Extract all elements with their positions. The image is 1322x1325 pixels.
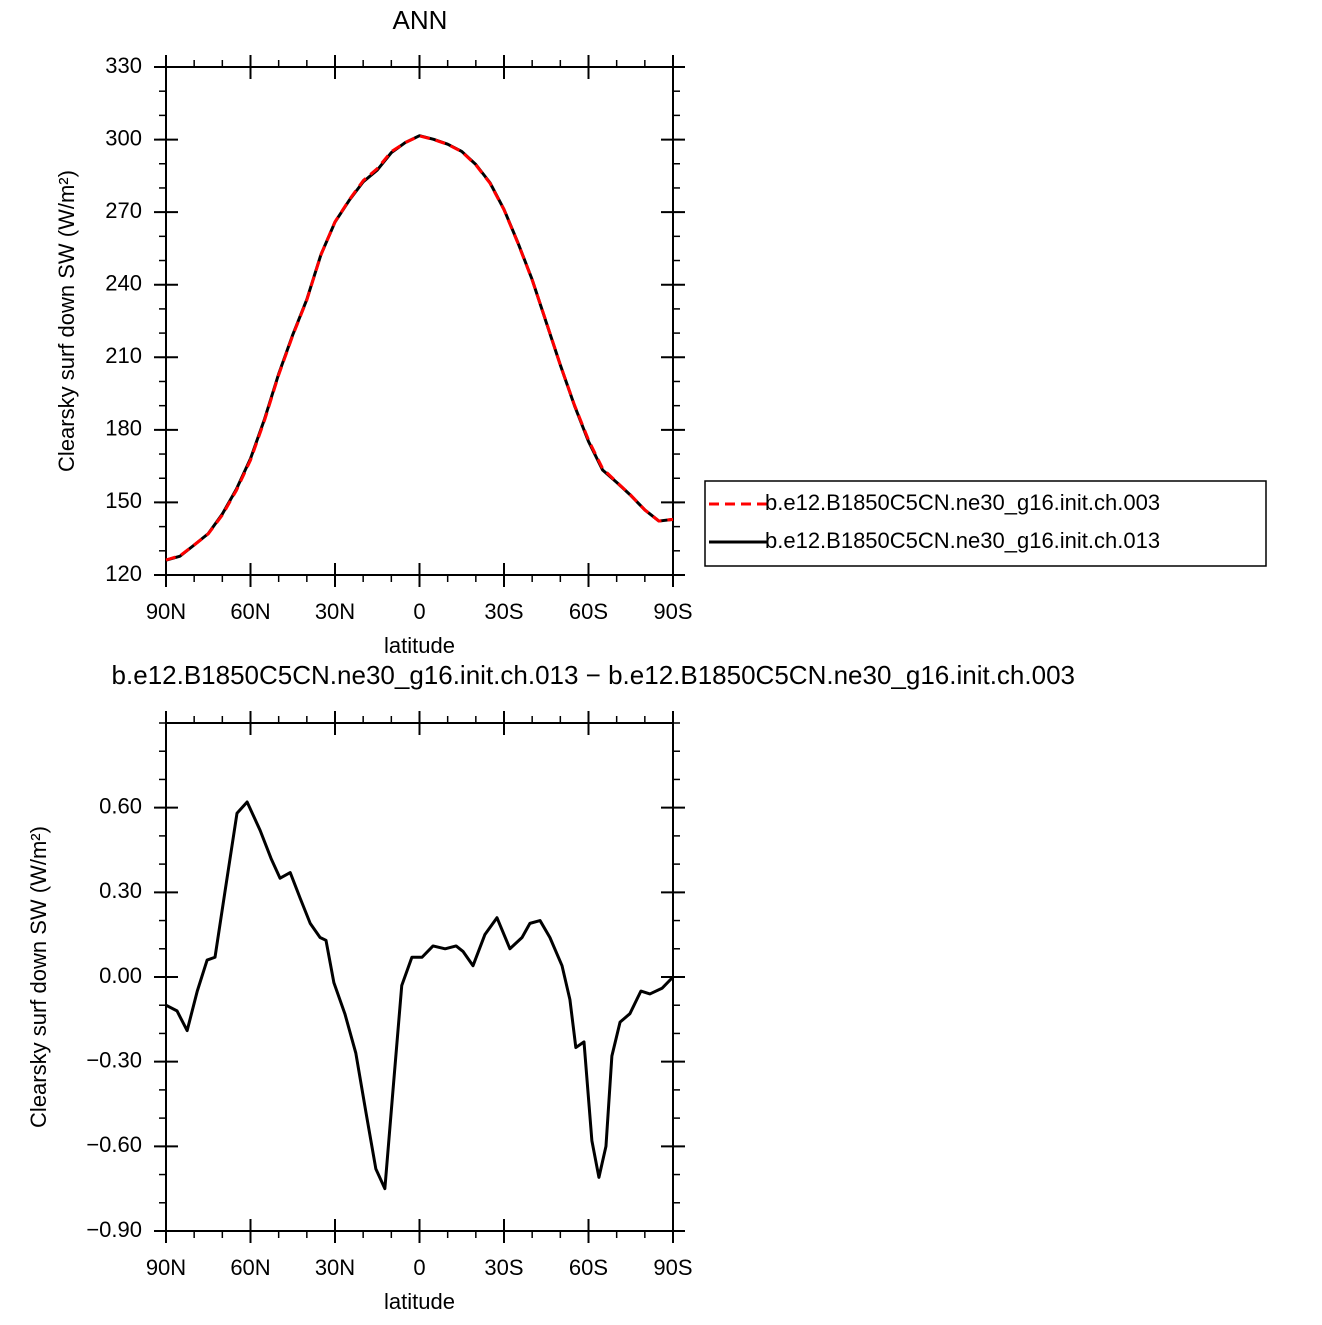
x-tick-label: 90N <box>146 599 186 624</box>
y-tick-label: 150 <box>105 488 142 513</box>
y-axis-label: Clearsky surf down SW (W/m²) <box>54 170 79 472</box>
y-tick-label: −0.90 <box>86 1217 142 1242</box>
x-axis-label: latitude <box>384 1289 455 1314</box>
x-tick-label: 60N <box>230 1255 270 1280</box>
x-tick-label: 30S <box>484 1255 523 1280</box>
plot-frame <box>165 66 674 576</box>
x-tick-label: 60N <box>230 599 270 624</box>
x-tick-label: 90S <box>653 1255 692 1280</box>
chart-title: b.e12.B1850C5CN.ne30_g16.init.ch.013 − b… <box>112 660 1075 690</box>
y-tick-label: 330 <box>105 53 142 78</box>
x-tick-label: 0 <box>413 1255 425 1280</box>
y-tick-label: 0.60 <box>99 793 142 818</box>
y-tick-label: 180 <box>105 416 142 441</box>
chart-title: ANN <box>393 5 448 35</box>
x-tick-label: 60S <box>569 1255 608 1280</box>
y-tick-label: 270 <box>105 198 142 223</box>
y-tick-label: 300 <box>105 125 142 150</box>
y-axis-label: Clearsky surf down SW (W/m²) <box>26 826 51 1128</box>
legend-label: b.e12.B1850C5CN.ne30_g16.init.ch.013 <box>765 528 1160 553</box>
x-tick-label: 90S <box>653 599 692 624</box>
data-line <box>165 800 675 1191</box>
y-tick-label: 210 <box>105 343 142 368</box>
x-tick-label: 90N <box>146 1255 186 1280</box>
data-line <box>165 134 674 562</box>
x-axis-label: latitude <box>384 633 455 658</box>
x-tick-label: 30N <box>315 599 355 624</box>
plot-frame <box>165 722 674 1232</box>
legend-label: b.e12.B1850C5CN.ne30_g16.init.ch.003 <box>765 490 1160 515</box>
y-tick-label: 240 <box>105 271 142 296</box>
x-tick-label: 60S <box>569 599 608 624</box>
x-tick-label: 30S <box>484 599 523 624</box>
y-tick-label: 0.30 <box>99 878 142 903</box>
y-tick-label: 120 <box>105 561 142 586</box>
legend: b.e12.B1850C5CN.ne30_g16.init.ch.003 b.e1… <box>704 480 1267 567</box>
y-tick-label: 0.00 <box>99 963 142 988</box>
x-tick-label: 0 <box>413 599 425 624</box>
legend-box <box>704 480 1267 567</box>
x-tick-label: 30N <box>315 1255 355 1280</box>
y-tick-label: −0.60 <box>86 1132 142 1157</box>
y-tick-label: −0.30 <box>86 1047 142 1072</box>
data-line <box>165 134 674 562</box>
